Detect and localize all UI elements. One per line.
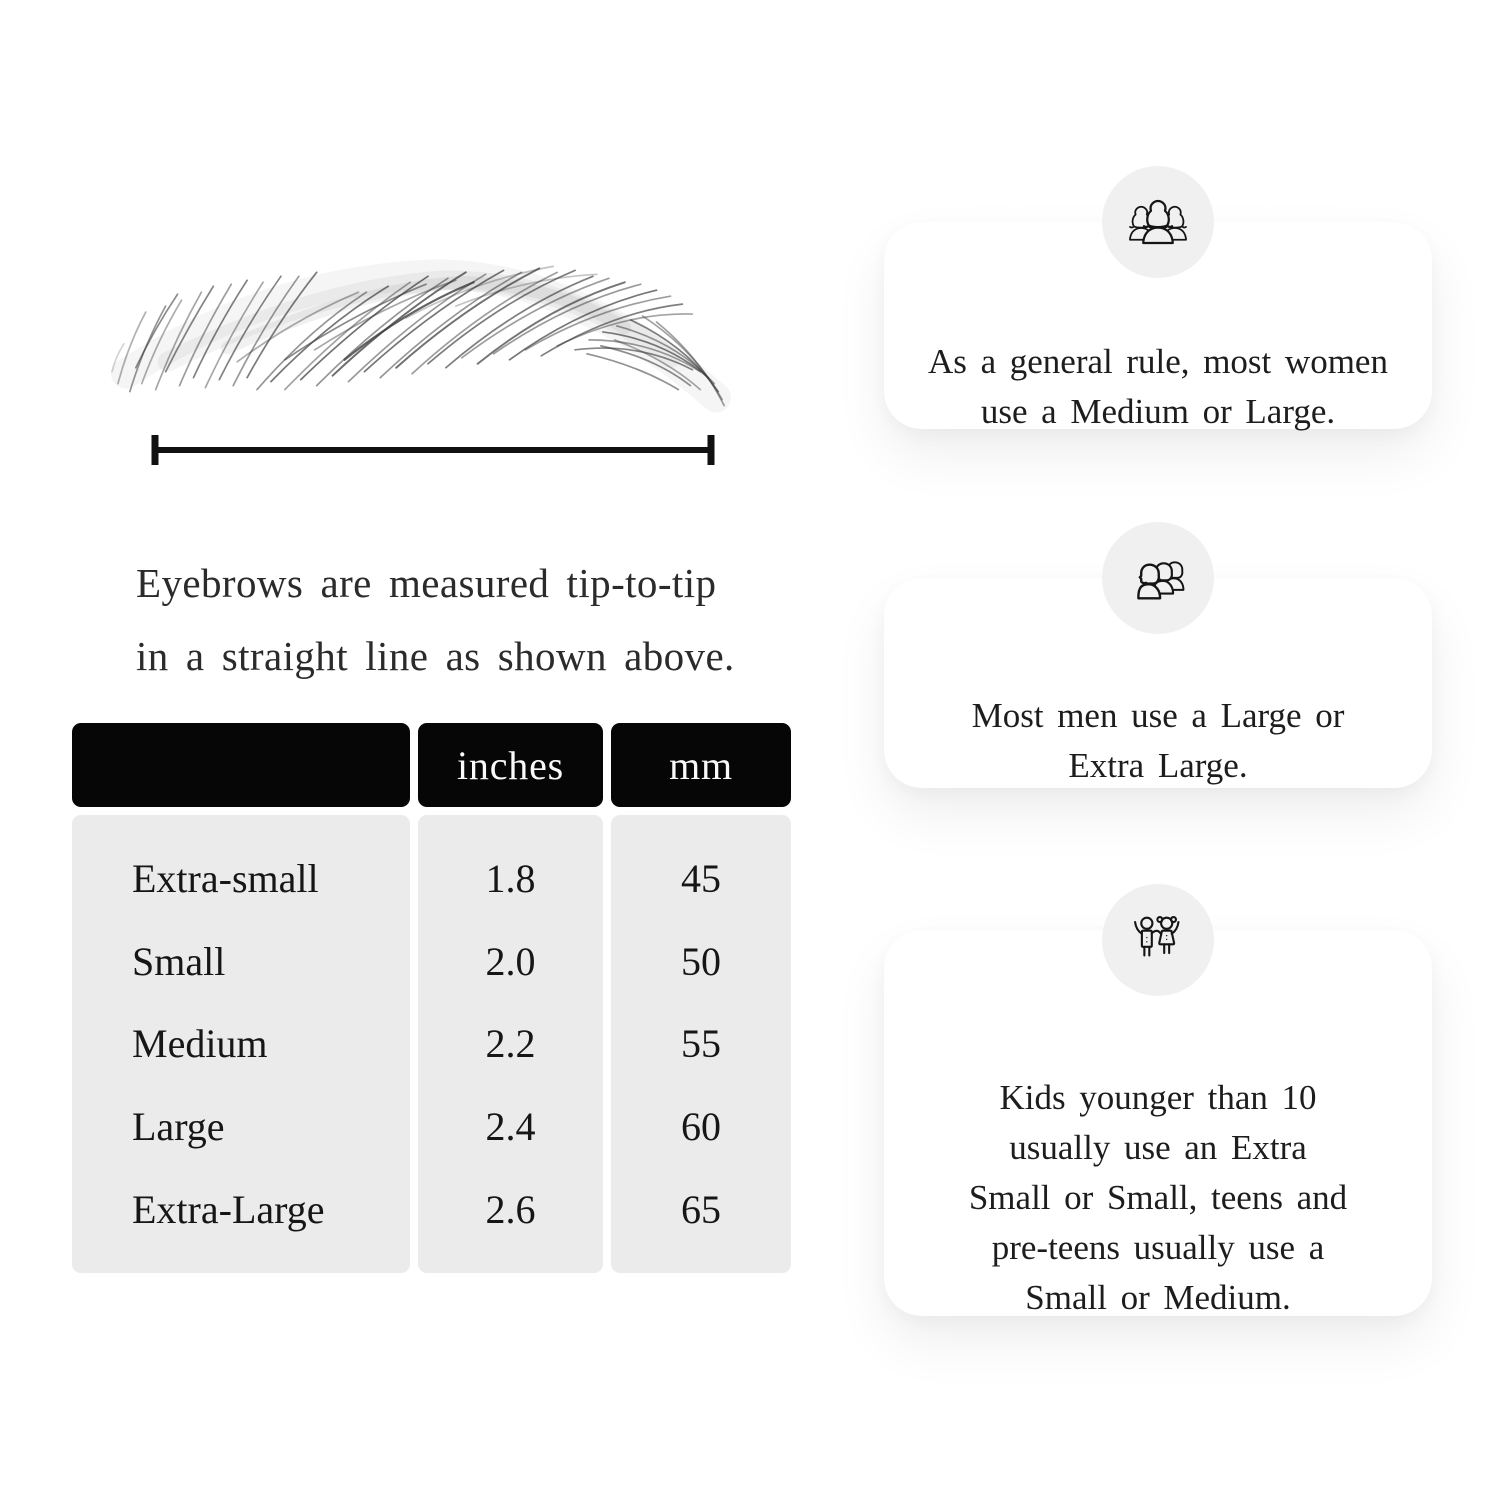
card-text-men: Most men use a Large or Extra Large. xyxy=(904,691,1412,791)
table-cell-size: Extra-small xyxy=(132,855,319,901)
card-line: As a general rule, most women xyxy=(928,342,1388,381)
table-cell-mm: 65 xyxy=(681,1187,721,1233)
card-text-kids: Kids younger than 10 usually use an Extr… xyxy=(904,1073,1412,1323)
badge-circle xyxy=(1102,522,1214,634)
caption-line: in a straight line as shown above. xyxy=(136,633,735,679)
table-cell-size: Extra-Large xyxy=(132,1187,325,1233)
size-table-column-size: Extra-small Small Medium Large Extra-Lar… xyxy=(72,723,410,1273)
card-line: pre-teens usually use a xyxy=(991,1228,1325,1267)
table-cell-size: Large xyxy=(132,1104,225,1150)
badge-circle xyxy=(1102,166,1214,278)
info-card-women: As a general rule, most women use a Medi… xyxy=(884,166,1432,431)
table-cell-mm: 50 xyxy=(681,938,721,984)
table-body-mm: 45 50 55 60 65 xyxy=(611,815,791,1273)
size-table-column-inches: inches 1.8 2.0 2.2 2.4 2.6 xyxy=(418,723,603,1273)
table-body-inches: 1.8 2.0 2.2 2.4 2.6 xyxy=(418,815,603,1273)
men-group-icon xyxy=(1137,561,1185,600)
table-cell-mm: 60 xyxy=(681,1104,721,1150)
measurement-caption: Eyebrows are measured tip-to-tip in a st… xyxy=(136,547,816,693)
table-header-mm: mm xyxy=(611,723,791,807)
card-line: Small or Medium. xyxy=(1025,1278,1291,1317)
table-header-size xyxy=(72,723,410,807)
table-cell-mm: 55 xyxy=(681,1021,721,1067)
table-cell-inches: 2.6 xyxy=(485,1187,536,1233)
caption-line: Eyebrows are measured tip-to-tip xyxy=(136,560,717,606)
table-cell-inches: 2.0 xyxy=(485,938,536,984)
info-card-kids: Kids younger than 10 usually use an Extr… xyxy=(884,884,1432,1317)
table-cell-inches: 2.2 xyxy=(485,1021,536,1067)
table-cell-inches: 2.4 xyxy=(485,1104,536,1150)
table-cell-size: Medium xyxy=(132,1021,268,1067)
card-line: use a Medium or Large. xyxy=(980,392,1336,431)
card-line: usually use an Extra xyxy=(1009,1128,1307,1167)
table-body-size: Extra-small Small Medium Large Extra-Lar… xyxy=(72,815,410,1273)
info-card-men: Most men use a Large or Extra Large. xyxy=(884,522,1432,791)
card-line: Small or Small, teens and xyxy=(968,1178,1348,1217)
table-cell-inches: 1.8 xyxy=(485,855,536,901)
measurement-line xyxy=(151,435,715,465)
table-cell-size: Small xyxy=(132,938,226,984)
eyebrow-sketch-icon xyxy=(110,259,732,413)
size-table-column-mm: mm 45 50 55 60 65 xyxy=(611,723,791,1273)
women-group-icon xyxy=(1129,199,1187,245)
card-line: Extra Large. xyxy=(1068,746,1248,785)
card-text-women: As a general rule, most women use a Medi… xyxy=(904,337,1412,437)
badge-circle xyxy=(1102,884,1214,996)
card-line: Most men use a Large or xyxy=(971,696,1345,735)
card-line: Kids younger than 10 xyxy=(999,1078,1317,1117)
table-header-inches: inches xyxy=(418,723,603,807)
kids-icon xyxy=(1134,916,1180,957)
size-table: Extra-small Small Medium Large Extra-Lar… xyxy=(72,723,791,1273)
table-cell-mm: 45 xyxy=(681,855,721,901)
